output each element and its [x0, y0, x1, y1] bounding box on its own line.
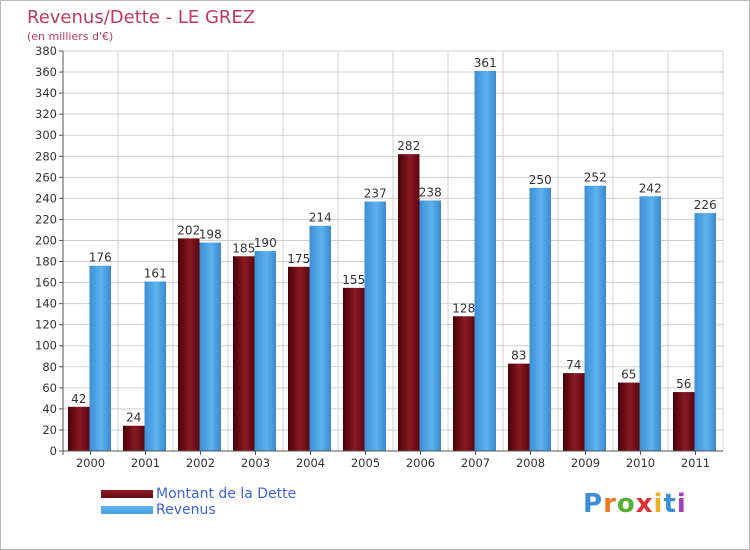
value-label-dette: 128 [452, 301, 475, 315]
legend-swatch-dette [101, 490, 153, 498]
bar-revenus [529, 187, 551, 451]
logo-letter: x [635, 489, 654, 519]
y-tick-label: 220 [35, 212, 57, 226]
bar-revenus [199, 242, 221, 451]
value-label-dette: 65 [621, 368, 636, 382]
logo-letter: o [616, 489, 636, 519]
x-tick-label: 2009 [571, 456, 600, 470]
y-tick-label: 0 [50, 444, 57, 458]
bar-dette [563, 373, 585, 451]
value-label-dette: 185 [232, 241, 255, 255]
bar-dette [123, 425, 145, 451]
x-tick-label: 2004 [296, 456, 325, 470]
y-tick-label: 60 [42, 381, 57, 395]
grid-lines [62, 50, 724, 452]
y-tick-label: 180 [35, 255, 57, 269]
value-label-dette: 24 [126, 411, 141, 425]
bar-revenus [639, 196, 661, 451]
value-label-dette: 282 [397, 139, 420, 153]
y-tick-label: 120 [35, 318, 57, 332]
value-label-revenus: 242 [639, 181, 662, 195]
bar-revenus [254, 251, 276, 451]
value-label-revenus: 226 [694, 198, 717, 212]
bar-dette [343, 287, 365, 451]
y-tick-label: 360 [35, 65, 57, 79]
value-label-revenus: 361 [474, 56, 497, 70]
x-tick-label: 2011 [681, 456, 710, 470]
y-tick-label: 40 [42, 402, 57, 416]
value-label-dette: 74 [566, 358, 581, 372]
value-label-dette: 42 [71, 392, 86, 406]
y-tick-label: 300 [35, 128, 57, 142]
logo-letter: t [663, 489, 677, 519]
value-label-revenus: 198 [199, 228, 222, 242]
bar-revenus [364, 201, 386, 451]
y-tick-label: 80 [42, 360, 57, 374]
value-label-revenus: 252 [584, 171, 607, 185]
bar-revenus [144, 281, 166, 451]
value-label-revenus: 238 [419, 185, 442, 199]
y-tick-label: 140 [35, 297, 57, 311]
bar-dette [453, 316, 475, 451]
chart-subtitle: (en milliers d'€) [27, 30, 114, 43]
bar-dette [673, 392, 695, 451]
y-tick-label: 320 [35, 107, 57, 121]
logo-letter: r [603, 489, 617, 519]
value-label-revenus: 214 [309, 211, 332, 225]
value-label-dette: 155 [342, 273, 365, 287]
y-tick-label: 240 [35, 191, 57, 205]
bar-dette [508, 363, 530, 451]
x-tick-label: 2005 [351, 456, 380, 470]
y-tick-label: 20 [42, 423, 57, 437]
bar-revenus [419, 200, 441, 451]
x-tick-label: 2001 [131, 456, 160, 470]
value-label-revenus: 176 [89, 251, 112, 265]
bar-revenus [309, 225, 331, 451]
logo-letter: i [676, 489, 687, 519]
value-label-revenus: 161 [144, 267, 167, 281]
bar-dette [618, 382, 640, 451]
y-tick-label: 280 [35, 149, 57, 163]
value-label-dette: 56 [676, 377, 691, 391]
value-label-revenus: 250 [529, 173, 552, 187]
proxiti-logo: Proxiti [583, 489, 687, 519]
value-label-revenus: 190 [254, 236, 277, 250]
x-tick-label: 2008 [516, 456, 545, 470]
y-tick-label: 160 [35, 276, 57, 290]
bar-dette [288, 266, 310, 451]
value-label-dette: 175 [287, 252, 310, 266]
bar-revenus [694, 213, 716, 451]
x-tick-label: 2007 [461, 456, 490, 470]
y-tick-label: 100 [35, 339, 57, 353]
legend-label-revenus: Revenus [156, 502, 216, 518]
value-label-dette: 83 [511, 349, 526, 363]
bar-revenus [584, 185, 606, 451]
bar-dette [178, 238, 200, 451]
bar-dette [233, 256, 255, 451]
bar-revenus [474, 71, 496, 451]
x-tick-label: 2002 [186, 456, 215, 470]
x-tick-label: 2000 [76, 456, 105, 470]
bar-dette [398, 154, 420, 451]
logo-letter: i [653, 489, 664, 519]
y-tick-label: 340 [35, 86, 57, 100]
x-tick-label: 2010 [626, 456, 655, 470]
axes: 0 20 40 60 80 100 120 140 160 180 200 220 240 260 280 3… [35, 44, 723, 470]
y-tick-label: 200 [35, 233, 57, 247]
y-tick-label: 260 [35, 170, 57, 184]
bar-dette [68, 406, 90, 451]
value-label-revenus: 237 [364, 187, 387, 201]
chart-title: Revenus/Dette - LE GREZ [27, 7, 256, 28]
legend-swatch-revenus [101, 506, 153, 514]
x-tick-label: 2006 [406, 456, 435, 470]
y-tick-label: 380 [35, 44, 57, 58]
value-label-dette: 202 [177, 223, 200, 237]
bar-revenus [89, 265, 111, 451]
logo-letter: P [583, 489, 604, 519]
legend-label-dette: Montant de la Dette [156, 486, 297, 502]
x-tick-label: 2003 [241, 456, 270, 470]
